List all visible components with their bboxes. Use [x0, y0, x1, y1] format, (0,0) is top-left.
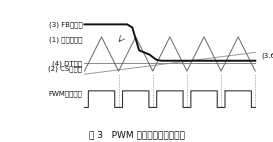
Text: 图 3   PWM 比较器的工作时序图: 图 3 PWM 比较器的工作时序图 — [88, 130, 185, 139]
Text: FWM比较输出: FWM比较输出 — [49, 91, 82, 97]
Text: (3) FB脚电压: (3) FB脚电压 — [49, 21, 82, 28]
Text: (2) CS脚电压: (2) CS脚电压 — [48, 66, 82, 72]
Text: (1) 振荡器输出: (1) 振荡器输出 — [49, 37, 82, 43]
Text: (3.6V): (3.6V) — [261, 52, 273, 59]
Text: (4) DT电压: (4) DT电压 — [52, 60, 82, 67]
